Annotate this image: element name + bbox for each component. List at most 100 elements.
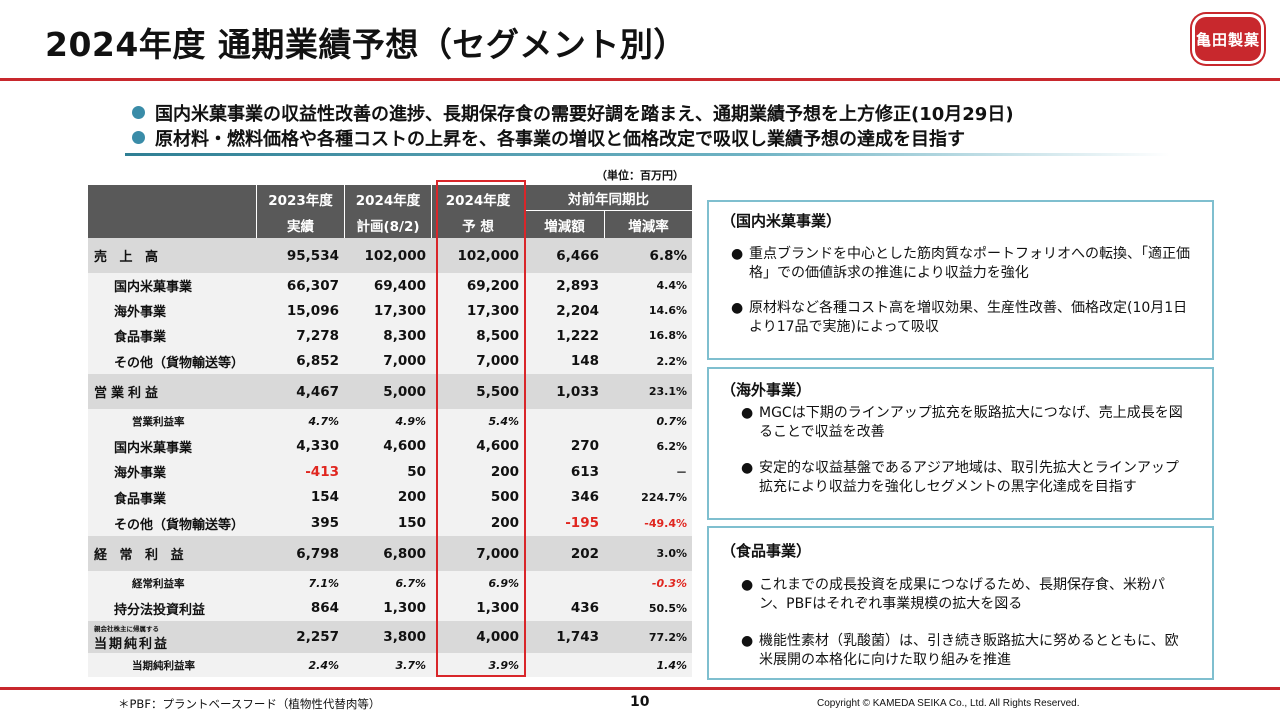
cell-plan: 4.9% — [344, 409, 431, 433]
cell-fy2023: 95,534 — [256, 238, 344, 273]
cell-yoy-amount: 1,033 — [524, 374, 604, 409]
panel-overseas: （海外事業） ● MGCは下期のラインアップ拡充を販路拡大につなげ、売上成長を図… — [707, 367, 1214, 520]
cell-plan: 4,600 — [344, 433, 431, 459]
cell-fy2023: 7,278 — [256, 323, 344, 348]
panel-heading: （国内米菓事業） — [721, 212, 842, 230]
cell-forecast: 5.4% — [431, 409, 524, 433]
cell-plan: 3,800 — [344, 621, 431, 653]
row-label: 海外事業 — [88, 298, 256, 323]
cell-fy2023: 4,467 — [256, 374, 344, 409]
cell-yoy-amount: 2,893 — [524, 273, 604, 298]
header-plan-year: 2024年度 — [355, 192, 421, 209]
cell-yoy-rate: 6.8% — [604, 238, 692, 273]
cell-forecast: 4,000 — [431, 621, 524, 653]
cell-plan: 6,800 — [344, 536, 431, 571]
panel-domestic-rice-cracker: （国内米菓事業） ● 重点ブランドを中心とした筋肉質なポートフォリオへの転換、「… — [707, 200, 1214, 360]
cell-yoy-amount: -195 — [524, 510, 604, 536]
company-logo: 亀田製菓 — [1192, 14, 1264, 64]
panel-bullet: ● 機能性素材（乳酸菌）は、引き続き販路拡大に努めるとともに、欧米展開の本格化に… — [741, 632, 1186, 670]
panel-bullet-text: MGCは下期のラインアップ拡充を販路拡大につなげ、売上成長を図ることで収益を改善 — [759, 405, 1183, 440]
table-row: 食品事業 7,278 8,300 8,500 1,222 16.8% — [88, 323, 692, 349]
page-title: 2024年度 通期業績予想（セグメント別） — [45, 25, 687, 64]
bullet-dot-icon: ● — [741, 577, 754, 593]
panel-heading: （海外事業） — [721, 381, 812, 399]
cell-plan: 8,300 — [344, 323, 431, 348]
bullet-dot-icon: ● — [741, 405, 754, 421]
cell-yoy-amount: 1,743 — [524, 621, 604, 653]
page-number: 10 — [630, 694, 650, 710]
row-label: 国内米菓事業 — [88, 273, 256, 298]
table-row: 営業利益率 4.7% 4.9% 5.4% 0.7% — [88, 409, 692, 434]
row-label: 経 常 利 益 — [88, 536, 256, 571]
row-label: 売 上 高 — [88, 238, 256, 273]
cell-plan: 69,400 — [344, 273, 431, 298]
row-label: 営業利益 — [88, 374, 256, 409]
cell-fy2023: 66,307 — [256, 273, 344, 298]
summary-bullet: 原材料・燃料価格や各種コストの上昇を、各事業の増収と価格改定で吸収し業績予想の達… — [132, 125, 1014, 150]
cell-yoy-amount: 6,466 — [524, 238, 604, 273]
row-label: その他（貨物輸送等） — [88, 510, 256, 536]
summary-bullet-text: 国内米菓事業の収益性改善の進捗、長期保存食の需要好調を踏まえ、通期業績予想を上方… — [155, 103, 1014, 125]
header-plan-type: 計画(8/2) — [356, 218, 420, 235]
cell-plan: 1,300 — [344, 595, 431, 621]
bullet-dot-icon: ● — [741, 460, 754, 476]
header-forecast-type: 予 想 — [462, 218, 494, 235]
panel-bullet: ● 安定的な収益基盤であるアジア地域は、取引先拡大とラインアップ拡充により収益力… — [741, 459, 1186, 497]
cell-yoy-rate: 3.0% — [604, 536, 692, 571]
table-row: 経常利益率 7.1% 6.7% 6.9% -0.3% — [88, 571, 692, 596]
summary-bullet-text: 原材料・燃料価格や各種コストの上昇を、各事業の増収と価格改定で吸収し業績予想の達… — [155, 128, 965, 150]
cell-yoy-amount: 1,222 — [524, 323, 604, 348]
panel-bullet: ● 重点ブランドを中心とした筋肉質なポートフォリオへの転換、「適正価格」での価値… — [731, 245, 1201, 283]
cell-plan: 7,000 — [344, 348, 431, 374]
table-row: 売 上 高 95,534 102,000 102,000 6,466 6.8% — [88, 238, 692, 274]
cell-forecast: 4,600 — [431, 433, 524, 459]
table-row: その他（貨物輸送等） 395 150 200 -195 -49.4% — [88, 510, 692, 537]
table-row: 国内米菓事業 66,307 69,400 69,200 2,893 4.4% — [88, 273, 692, 299]
table-row: 営業利益 4,467 5,000 5,500 1,033 23.1% — [88, 374, 692, 410]
table-row: 持分法投資利益 864 1,300 1,300 436 50.5% — [88, 595, 692, 622]
unit-label: （単位：百万円） — [596, 169, 684, 182]
cell-forecast: 6.9% — [431, 571, 524, 595]
row-label: 国内米菓事業 — [88, 433, 256, 459]
cell-yoy-rate: 16.8% — [604, 323, 692, 348]
bullets-underline — [125, 153, 1170, 156]
row-label: その他（貨物輸送等） — [88, 348, 256, 374]
row-label-prefix: 親会社株主に帰属する — [94, 624, 159, 633]
cell-fy2023: 2,257 — [256, 621, 344, 653]
cell-fy2023: 864 — [256, 595, 344, 621]
cell-fy2023: 4,330 — [256, 433, 344, 459]
cell-yoy-amount: 436 — [524, 595, 604, 621]
header-fy2023-type: 実績 — [287, 218, 314, 235]
header-forecast-year: 2024年度 — [445, 192, 511, 209]
header-yoy: 対前年同期比 — [524, 185, 692, 211]
cell-yoy-amount — [524, 409, 604, 433]
panel-bullet-text: 安定的な収益基盤であるアジア地域は、取引先拡大とラインアップ拡充により収益力を強… — [759, 460, 1179, 495]
cell-forecast: 69,200 — [431, 273, 524, 298]
cell-plan: 3.7% — [344, 653, 431, 677]
copyright: Copyright © KAMEDA SEIKA Co., Ltd. All R… — [817, 698, 1080, 709]
cell-forecast: 500 — [431, 484, 524, 510]
cell-plan: 200 — [344, 484, 431, 510]
cell-fy2023: 2.4% — [256, 653, 344, 677]
cell-forecast: 17,300 — [431, 298, 524, 323]
cell-yoy-amount: 202 — [524, 536, 604, 571]
bullet-dot-icon — [132, 131, 145, 144]
panel-heading: （食品事業） — [721, 542, 812, 560]
cell-yoy-amount: 148 — [524, 348, 604, 374]
cell-plan: 6.7% — [344, 571, 431, 595]
cell-forecast: 3.9% — [431, 653, 524, 677]
table-row: その他（貨物輸送等） 6,852 7,000 7,000 148 2.2% — [88, 348, 692, 375]
header-yoy-amount: 増減額 — [524, 211, 604, 238]
cell-yoy-rate: 6.2% — [604, 433, 692, 459]
cell-yoy-rate: 14.6% — [604, 298, 692, 323]
cell-forecast: 5,500 — [431, 374, 524, 409]
table-row: 海外事業 15,096 17,300 17,300 2,204 14.6% — [88, 298, 692, 324]
summary-bullet: 国内米菓事業の収益性改善の進捗、長期保存食の需要好調を踏まえ、通期業績予想を上方… — [132, 100, 1014, 125]
header-yoy-rate: 増減率 — [604, 211, 692, 238]
cell-forecast: 1,300 — [431, 595, 524, 621]
header-divider — [0, 78, 1280, 81]
bullet-dot-icon: ● — [731, 300, 744, 316]
cell-plan: 17,300 — [344, 298, 431, 323]
bullet-dot-icon: ● — [741, 633, 754, 649]
cell-forecast: 7,000 — [431, 348, 524, 374]
